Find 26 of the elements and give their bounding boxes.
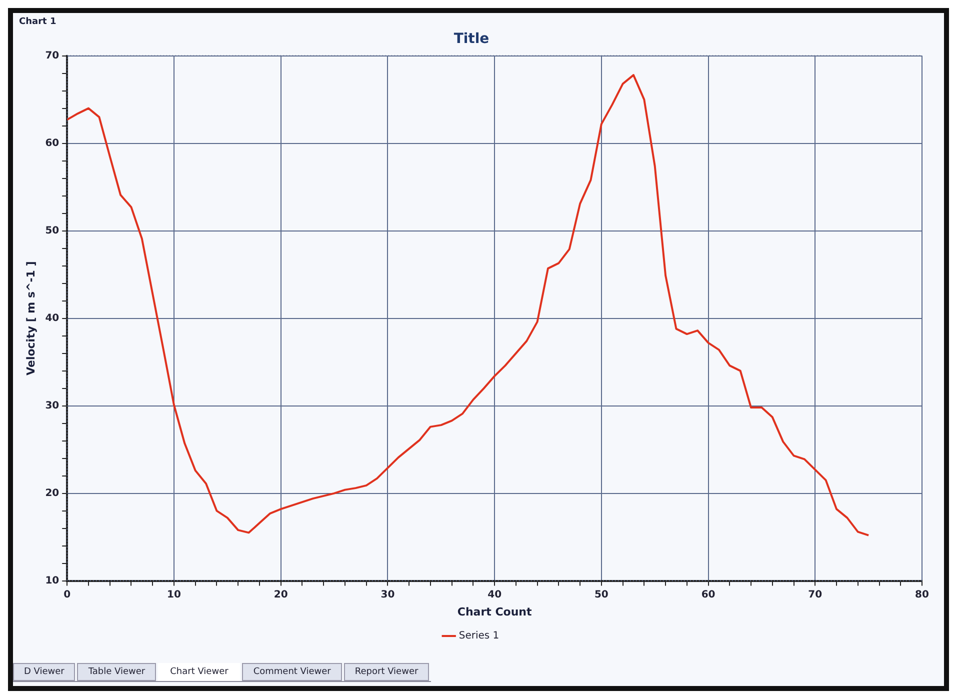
y-tick-label: 50 [45,225,60,236]
y-tick-label: 30 [45,400,60,412]
text: Table Viewer [77,663,156,681]
text: D Viewer [13,663,76,681]
y-tick-label: 40 [45,312,60,324]
x-tick-label: 40 [488,589,502,600]
x-tick-label: 30 [380,589,395,600]
x-axis-title: Chart Count [457,605,532,618]
x-tick-label: 0 [64,589,71,600]
caption: Chart 1 [19,17,56,27]
x-tick-label: 50 [594,589,608,600]
x-tick-label: 80 [915,589,929,600]
y-tick-label: 60 [45,138,60,149]
text: Comment Viewer [242,663,342,681]
chart-title: Title [454,31,490,48]
x-tick-label: 60 [701,589,716,600]
y-axis-title: Velocity [ m s^-1 ] [24,261,38,376]
text: Chart Viewer [158,663,240,681]
y-tick-label: 20 [45,488,60,499]
x-tick-label: 20 [274,589,288,600]
y-tick-label: 70 [45,50,60,62]
text: Report Viewer [344,663,430,681]
x-tick-label: 10 [167,589,181,600]
y-tick-label: 10 [45,575,60,586]
legend-label: Series 1 [458,630,500,642]
x-tick-label: 70 [808,589,822,600]
